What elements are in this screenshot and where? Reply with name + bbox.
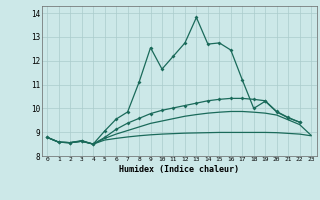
X-axis label: Humidex (Indice chaleur): Humidex (Indice chaleur) <box>119 165 239 174</box>
